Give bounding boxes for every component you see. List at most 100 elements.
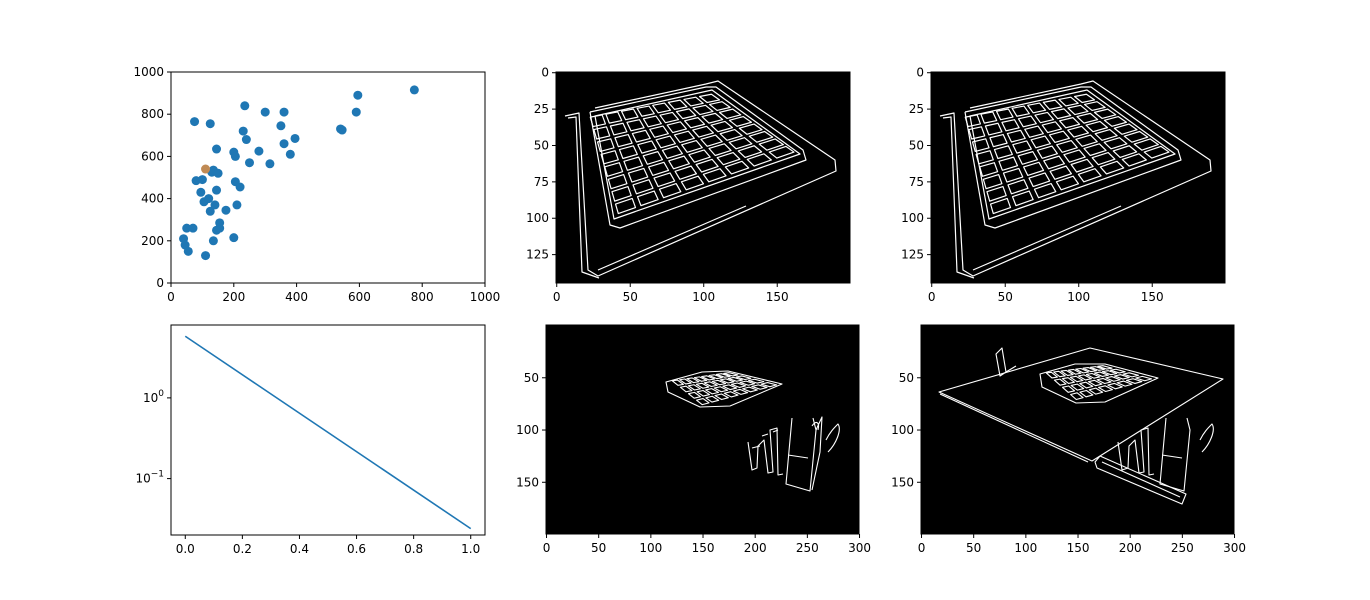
edges-image-2-content bbox=[939, 80, 1212, 279]
scatter-point bbox=[279, 139, 289, 149]
scatter-point bbox=[190, 117, 200, 127]
board-square-edge bbox=[659, 111, 680, 124]
board-square-edge bbox=[1133, 138, 1159, 151]
x-tick-label: 50 bbox=[998, 290, 1013, 304]
board-square-edge bbox=[1083, 101, 1106, 112]
board-square-edge bbox=[1067, 125, 1089, 138]
object-box bbox=[785, 417, 817, 492]
board-square-edge bbox=[626, 119, 645, 132]
board-square-edge bbox=[686, 377, 700, 384]
board-square-edge bbox=[1083, 143, 1107, 157]
board-square-edge bbox=[711, 379, 727, 386]
edges-image-2-frame bbox=[930, 71, 1226, 284]
board-inner-edge bbox=[942, 116, 975, 279]
x-tick-label: 200 bbox=[222, 290, 245, 304]
board-square-edge bbox=[998, 156, 1019, 171]
object-tray-inner bbox=[1101, 461, 1181, 498]
x-tick-label: 400 bbox=[285, 290, 308, 304]
scatter-point bbox=[210, 200, 220, 210]
board-square-edge bbox=[653, 172, 676, 188]
board-square-edge bbox=[637, 140, 657, 154]
board-square-edge bbox=[1098, 385, 1113, 393]
y-tick-label: 150 bbox=[516, 475, 539, 489]
scatter-point bbox=[337, 125, 347, 135]
board-square-edge bbox=[1048, 130, 1070, 144]
y-tick-label: 50 bbox=[909, 138, 924, 152]
board-square-edge bbox=[989, 197, 1012, 215]
y-tick-label: 50 bbox=[534, 138, 549, 152]
board-square-edge bbox=[681, 139, 703, 153]
board-square-edge bbox=[702, 168, 727, 183]
board-square-edge bbox=[735, 375, 752, 381]
edges-image-4-background bbox=[921, 325, 1234, 534]
x-tick-label: 0.8 bbox=[404, 542, 423, 556]
x-tick-label: 150 bbox=[1067, 541, 1090, 555]
y-tick-label: 125 bbox=[901, 248, 924, 262]
board-square-edge bbox=[1087, 379, 1103, 387]
board-square-edge bbox=[701, 112, 724, 124]
board-square-edge bbox=[708, 101, 731, 112]
board-square-edge bbox=[768, 145, 795, 159]
y-tick-label: 100 bbox=[143, 389, 164, 405]
board-square-edge bbox=[705, 388, 720, 395]
board-square-edge bbox=[1101, 370, 1118, 376]
board-square-edge bbox=[636, 105, 655, 117]
board-square-edge bbox=[1113, 123, 1138, 135]
line-plot-area bbox=[171, 325, 485, 535]
board-square-edge bbox=[1079, 381, 1094, 389]
board-square-edge bbox=[1077, 374, 1092, 381]
x-tick-label: 0 bbox=[928, 290, 936, 304]
scatter-point bbox=[265, 159, 275, 169]
board-square-edge bbox=[596, 138, 615, 153]
board-square-edge bbox=[719, 378, 735, 384]
y-tick-label: 150 bbox=[891, 475, 914, 489]
scatter-point bbox=[240, 101, 250, 111]
edges-image-3-frame bbox=[545, 324, 860, 535]
board-square-edge bbox=[1085, 372, 1101, 379]
board-square-edge bbox=[658, 182, 682, 199]
board-square-edge bbox=[1135, 375, 1153, 382]
board-square-edge bbox=[714, 393, 729, 401]
board-square-edge bbox=[1112, 145, 1138, 159]
x-tick-label: 250 bbox=[796, 541, 819, 555]
edges-image-1-content bbox=[564, 80, 837, 279]
board-square-edge bbox=[700, 134, 723, 147]
y-tick-label: 100 bbox=[901, 211, 924, 225]
board-square-edge bbox=[986, 185, 1007, 202]
small-board-outline bbox=[1039, 363, 1159, 404]
board-square-edge bbox=[732, 388, 749, 395]
board-square-edge bbox=[1094, 128, 1118, 141]
y-tick-label: 75 bbox=[909, 175, 924, 189]
object-tubes bbox=[747, 427, 784, 476]
scatter-point bbox=[351, 107, 361, 117]
board-square-edge bbox=[1050, 108, 1072, 120]
board-square-edge bbox=[1001, 119, 1020, 132]
board-square-edge bbox=[642, 151, 664, 165]
board-square-edge bbox=[688, 149, 711, 163]
board-square-edge bbox=[1085, 120, 1109, 133]
board-square-edge bbox=[718, 108, 742, 119]
object-tubes-2 bbox=[751, 429, 779, 449]
object-box-side bbox=[811, 416, 823, 491]
board-square-edge bbox=[1073, 93, 1096, 104]
board-square-edge bbox=[642, 115, 662, 128]
x-tick-label: 50 bbox=[591, 541, 606, 555]
y-tick-label: 0 bbox=[541, 66, 549, 80]
board-square-edge bbox=[696, 389, 711, 397]
board-square-edge bbox=[667, 99, 688, 110]
board-square-edge bbox=[695, 158, 719, 173]
edges-image-3-x-ticks: 0 50 100 150 200 250 300 bbox=[543, 534, 871, 555]
board-square-edge bbox=[723, 372, 739, 377]
board-square-edge bbox=[1023, 161, 1045, 177]
board-square-edge bbox=[661, 145, 683, 159]
board-edge-lower bbox=[972, 205, 1122, 271]
board-square-edge bbox=[687, 384, 701, 391]
y-tick-label: 800 bbox=[141, 107, 164, 121]
board-square-edge bbox=[1006, 129, 1026, 143]
board-square-edge bbox=[758, 138, 784, 151]
board-square-edge bbox=[739, 380, 756, 386]
board-square-edge bbox=[742, 386, 758, 393]
board-square-edge bbox=[710, 120, 734, 133]
board-tray-inner bbox=[969, 89, 1176, 220]
x-tick-label: 0 bbox=[918, 541, 926, 555]
